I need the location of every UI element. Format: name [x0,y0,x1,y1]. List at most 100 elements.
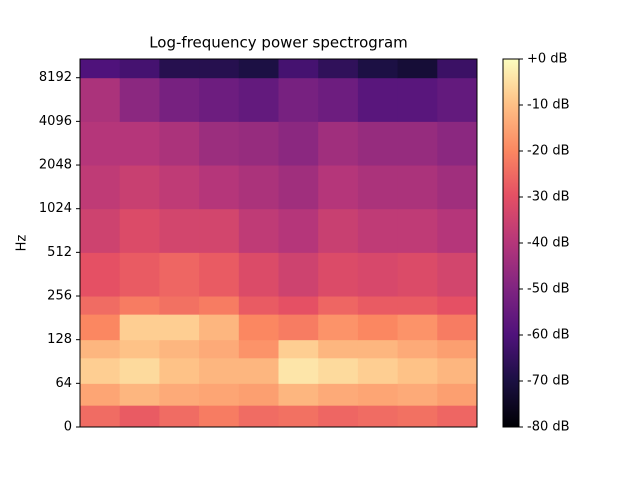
colorbar [502,58,520,428]
cell [357,165,399,210]
cell [437,339,478,359]
cell [278,314,319,341]
cell [119,59,160,79]
cell [80,121,121,166]
cell [318,339,359,359]
cell [199,314,240,341]
cell [80,357,121,384]
colorbar-tick-label: +0 dB [527,52,567,67]
colorbar-tick-label: -80 dB [527,420,570,435]
cell [80,296,121,315]
cell [199,405,240,428]
cell [199,339,240,359]
cell [318,405,359,428]
cell [119,314,160,341]
cell [119,296,160,315]
cell [80,405,121,428]
cell [397,383,438,406]
y-tick-label: 128 [47,332,72,347]
colorbar-tick-label: -10 dB [527,98,570,113]
cell [357,296,399,315]
y-axis-label: Hz [15,235,30,252]
cell [238,405,279,428]
cell [238,77,279,122]
cell [199,208,240,253]
cell [437,208,478,253]
cell [357,208,399,253]
cell [357,314,399,341]
cell [80,383,121,406]
cell [80,59,121,79]
cell [437,165,478,210]
y-tick-label: 0 [64,420,72,435]
cell [238,59,279,79]
cell [437,77,478,122]
cell [278,208,319,253]
cell [357,77,399,122]
cell [199,296,240,315]
cell [80,77,121,122]
cell [119,165,160,210]
cell [357,252,399,297]
cell [397,357,438,384]
cell [159,252,200,297]
cell [318,357,359,384]
y-tick-label: 64 [55,376,72,391]
cell [159,208,200,253]
y-tick-label: 8192 [39,70,72,85]
cell [437,405,478,428]
cell [318,77,359,122]
colorbar-tick-label: -50 dB [527,282,570,297]
cell [437,296,478,315]
cell [238,121,279,166]
cell [318,121,359,166]
cell [199,165,240,210]
colorbar-tick-label: -20 dB [527,144,570,159]
cell [357,59,399,79]
y-tick-label: 512 [47,245,72,260]
cell [238,383,279,406]
cell [278,383,319,406]
cell [397,405,438,428]
cell [278,405,319,428]
cell [397,314,438,341]
cell [159,165,200,210]
cell [238,208,279,253]
colorbar-tick-label: -70 dB [527,374,570,389]
cell [278,77,319,122]
heatmap [80,59,478,428]
cell [397,339,438,359]
colorbar-tick-label: -30 dB [527,190,570,205]
cell [159,59,200,79]
cell [238,296,279,315]
cell [80,339,121,359]
cell [397,296,438,315]
cell [318,208,359,253]
cell [119,208,160,253]
cell [357,383,399,406]
cell [318,252,359,297]
cell [437,314,478,341]
cell [397,208,438,253]
cell [437,252,478,297]
cell [119,77,160,122]
cell [119,357,160,384]
cell [278,296,319,315]
cell [278,121,319,166]
cell [318,296,359,315]
colorbar-tick-label: -40 dB [527,236,570,251]
cell [199,383,240,406]
cell [238,314,279,341]
cell [318,383,359,406]
cell [357,339,399,359]
cell [119,383,160,406]
cell [159,339,200,359]
cell [278,357,319,384]
cell [80,252,121,297]
cell [357,121,399,166]
cell [119,405,160,428]
cell [159,314,200,341]
y-tick-label: 256 [47,289,72,304]
cell [159,77,200,122]
